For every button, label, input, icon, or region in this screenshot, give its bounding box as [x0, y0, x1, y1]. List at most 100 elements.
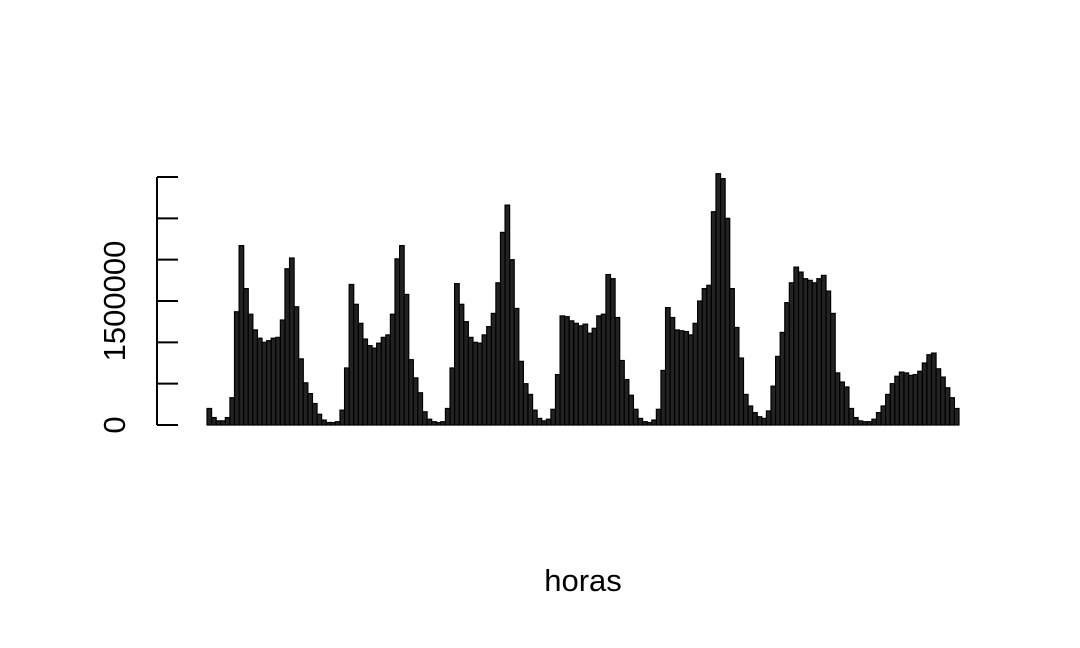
bar	[747, 405, 754, 426]
bar	[348, 283, 355, 426]
bar	[527, 393, 534, 426]
bar	[683, 330, 690, 426]
bar	[298, 358, 304, 426]
bar	[614, 316, 621, 426]
x-axis-title: horas	[544, 563, 622, 598]
bar	[215, 420, 222, 426]
bar	[467, 336, 474, 426]
bar	[940, 376, 946, 426]
bar	[288, 257, 295, 426]
bar	[325, 421, 332, 426]
bar	[802, 278, 809, 426]
bar	[701, 288, 708, 426]
bar	[848, 407, 855, 426]
y-tick-label: 0	[97, 416, 132, 433]
bar	[545, 418, 552, 426]
bar	[229, 397, 236, 426]
bar	[857, 420, 864, 426]
bar	[316, 413, 323, 426]
bar	[243, 288, 249, 426]
bar	[504, 204, 511, 426]
bar	[710, 211, 717, 426]
bar	[444, 407, 451, 426]
bar	[343, 367, 350, 426]
bar	[646, 421, 653, 426]
bar	[495, 282, 502, 426]
bar	[233, 311, 240, 426]
bar	[632, 408, 639, 426]
bar	[761, 417, 768, 426]
bar	[779, 331, 786, 426]
bar	[651, 419, 657, 426]
bar	[797, 271, 804, 426]
bar	[252, 329, 259, 426]
bar	[518, 360, 524, 426]
bar	[339, 409, 346, 426]
bar	[917, 370, 923, 426]
bar	[454, 283, 460, 426]
bar	[531, 409, 538, 426]
bar	[935, 368, 942, 426]
bar	[807, 279, 813, 426]
bar	[321, 419, 327, 426]
bar	[307, 392, 314, 426]
bar	[655, 408, 662, 426]
bar	[852, 416, 859, 426]
bar	[389, 313, 396, 426]
bar	[642, 421, 648, 426]
bar	[417, 392, 424, 426]
bar	[385, 334, 392, 426]
bar	[577, 325, 584, 426]
bar	[765, 410, 772, 426]
bar	[380, 336, 387, 426]
bar	[596, 315, 602, 426]
bar	[302, 382, 309, 426]
bar	[421, 411, 428, 426]
bar	[270, 337, 277, 426]
bar	[742, 393, 749, 426]
bar	[554, 373, 561, 426]
bar	[509, 259, 515, 426]
bar	[729, 288, 735, 426]
bar	[357, 322, 364, 426]
bar	[210, 416, 217, 426]
bar	[825, 290, 832, 426]
bar	[894, 375, 900, 426]
bar	[293, 306, 300, 426]
bar	[376, 342, 382, 426]
bar	[398, 245, 405, 426]
bar	[490, 312, 497, 426]
bar	[408, 359, 414, 426]
bar	[719, 178, 726, 426]
bar	[770, 385, 777, 426]
bar	[330, 421, 336, 426]
bar	[499, 231, 506, 426]
bar	[816, 278, 823, 426]
bar	[353, 303, 359, 426]
bar	[513, 307, 520, 426]
bar	[591, 327, 598, 426]
bar	[674, 329, 680, 426]
bar	[733, 326, 740, 426]
bar	[637, 417, 644, 426]
bar	[692, 322, 699, 426]
bar	[605, 273, 612, 426]
bar	[774, 355, 781, 426]
bar	[458, 303, 465, 426]
bar	[953, 407, 960, 426]
bar	[247, 313, 254, 426]
bar	[756, 416, 763, 426]
bar	[284, 268, 291, 426]
bar	[600, 313, 607, 426]
bar	[256, 337, 263, 426]
bar	[481, 334, 488, 426]
bar	[476, 342, 483, 426]
bar	[609, 278, 616, 426]
bar	[426, 418, 433, 426]
bar	[706, 284, 712, 426]
bar	[903, 372, 910, 426]
bar	[862, 421, 868, 426]
bar	[811, 282, 818, 426]
